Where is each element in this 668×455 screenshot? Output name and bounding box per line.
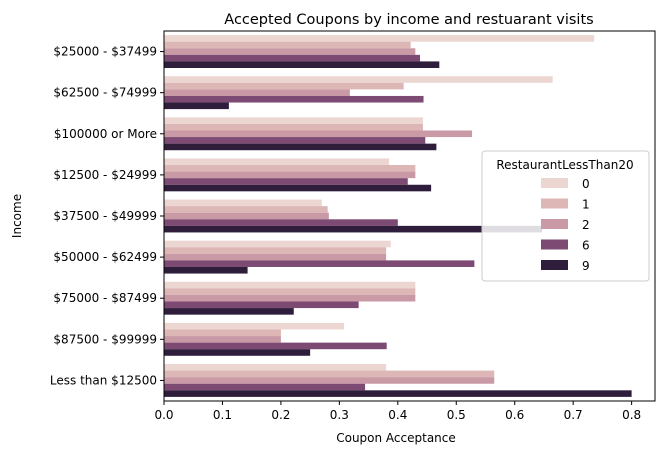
x-tick-label: 0.2 xyxy=(271,408,290,422)
x-tick-label: 0.4 xyxy=(388,408,407,422)
x-tick-label: 0.0 xyxy=(154,408,173,422)
legend-box xyxy=(481,150,650,282)
bar xyxy=(164,370,495,378)
bar xyxy=(164,253,387,261)
x-tick-label: 0.1 xyxy=(213,408,232,422)
legend-label: 2 xyxy=(582,218,590,232)
bar xyxy=(164,206,328,213)
bar xyxy=(164,184,432,192)
bar xyxy=(164,143,437,151)
bar xyxy=(164,178,408,185)
y-tick-label: $37500 - $49999 xyxy=(53,209,157,223)
bar xyxy=(164,322,345,330)
legend-swatch xyxy=(541,178,568,188)
bar xyxy=(164,308,294,315)
bar xyxy=(164,199,322,207)
bar xyxy=(164,117,423,124)
legend-title: RestaurantLessThan20 xyxy=(496,158,633,172)
bar xyxy=(164,390,632,397)
legend-items: 0 1 2 6 9 xyxy=(541,177,590,273)
bar xyxy=(164,171,416,179)
legend-label: 9 xyxy=(582,259,590,273)
bar xyxy=(164,240,391,248)
bar xyxy=(164,349,311,356)
y-tick-label: $100000 or More xyxy=(54,127,157,141)
chart-title: Accepted Coupons by income and restuaran… xyxy=(224,12,593,28)
y-axis-label: Income xyxy=(10,194,24,238)
y-tick-label: $12500 - $24999 xyxy=(53,168,157,182)
legend-swatch xyxy=(541,260,568,270)
bar xyxy=(164,35,595,42)
x-tick-label: 0.5 xyxy=(447,408,466,422)
legend: RestaurantLessThan20 0 1 2 6 9 xyxy=(481,150,650,282)
bar xyxy=(164,288,416,295)
legend-label: 6 xyxy=(582,239,590,253)
bar xyxy=(164,281,416,289)
bar xyxy=(164,82,404,90)
bar xyxy=(164,342,387,350)
legend-swatch xyxy=(541,219,568,229)
bar xyxy=(164,76,553,83)
bar xyxy=(164,336,281,343)
x-tick-label: 0.7 xyxy=(564,408,583,422)
y-tick-label: $50000 - $62499 xyxy=(53,250,157,264)
bar xyxy=(164,165,416,172)
bar xyxy=(164,61,440,68)
legend-label: 0 xyxy=(582,177,590,191)
bar xyxy=(164,225,543,233)
bar xyxy=(164,137,426,144)
bar xyxy=(164,301,359,309)
bar xyxy=(164,266,248,274)
bar xyxy=(164,54,421,62)
y-tick-label: $25000 - $37499 xyxy=(53,45,157,59)
x-axis: 0.0 0.1 0.2 0.3 0.4 0.5 0.6 0.7 0.8 xyxy=(154,401,641,422)
bar xyxy=(164,95,424,103)
bar xyxy=(164,329,281,337)
bar xyxy=(164,130,473,138)
bar xyxy=(164,123,423,131)
x-tick-label: 0.8 xyxy=(622,408,641,422)
bar xyxy=(164,383,366,391)
bar xyxy=(164,41,411,49)
x-tick-label: 0.3 xyxy=(330,408,349,422)
x-tick-label: 0.6 xyxy=(505,408,524,422)
bar xyxy=(164,247,387,254)
x-axis-label: Coupon Acceptance xyxy=(336,431,456,445)
y-tick-label: Less than $12500 xyxy=(50,373,157,387)
y-tick-label: $75000 - $87499 xyxy=(53,291,157,305)
y-axis: $25000 - $37499 $62500 - $74999 $100000 or… xyxy=(50,45,164,387)
bar xyxy=(164,219,398,226)
bar xyxy=(164,102,229,110)
bar-layer xyxy=(164,35,632,397)
y-tick-label: $62500 - $74999 xyxy=(53,86,157,100)
bar xyxy=(164,377,495,384)
bar xyxy=(164,158,390,166)
bar xyxy=(164,212,329,220)
bar xyxy=(164,260,475,267)
bar xyxy=(164,364,387,371)
legend-swatch xyxy=(541,198,568,209)
bar xyxy=(164,294,416,302)
legend-label: 1 xyxy=(582,198,590,212)
bar xyxy=(164,89,350,96)
legend-swatch xyxy=(541,239,568,250)
bar xyxy=(164,48,416,55)
y-tick-label: $87500 - $99999 xyxy=(53,332,157,346)
